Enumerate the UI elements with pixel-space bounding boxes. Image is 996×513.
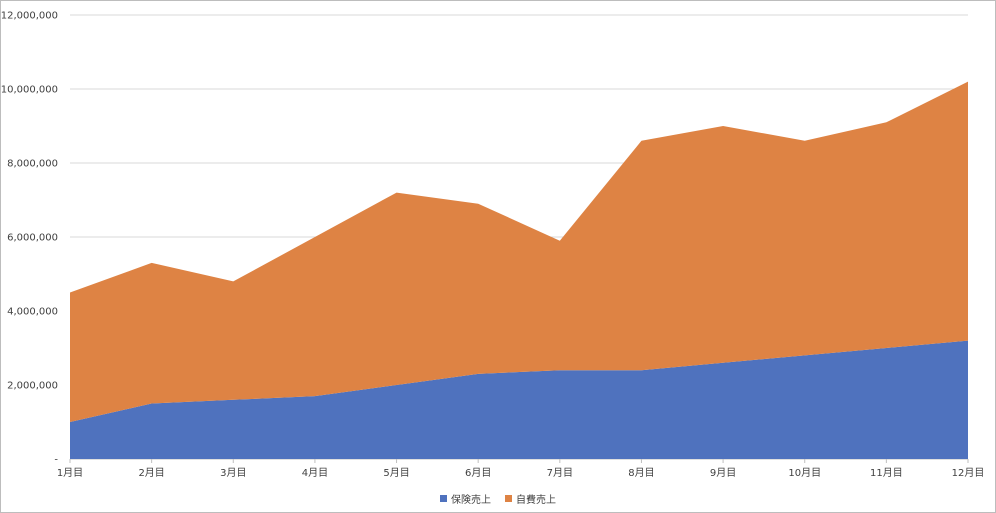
x-tick-label: 4月目	[302, 467, 328, 479]
y-tick-label: 2,000,000	[7, 381, 58, 392]
x-tick-label: 10月目	[788, 467, 821, 479]
x-tick-label: 11月目	[870, 467, 903, 479]
legend-item-insurance: 保険売上	[440, 491, 491, 506]
x-tick-label: 2月目	[138, 467, 164, 479]
legend-label-insurance: 保険売上	[451, 495, 491, 506]
x-axis-ticks: 1月目 2月目 3月目 4月目 5月目 6月目 7月目 8月目 9月目 10月目 11月目 12月目	[57, 459, 985, 479]
area-series-1	[70, 81, 968, 422]
y-tick-label: 12,000,000	[1, 11, 58, 22]
x-tick-label: 6月目	[465, 467, 491, 479]
y-tick-label: -	[54, 455, 58, 466]
legend-item-self-pay: 自費売上	[505, 491, 556, 506]
y-tick-label: 6,000,000	[7, 233, 58, 244]
y-tick-label: 10,000,000	[1, 85, 58, 96]
x-tick-label: 7月目	[547, 467, 573, 479]
x-tick-label: 5月目	[383, 467, 409, 479]
x-tick-label: 8月目	[628, 467, 654, 479]
series-areas	[70, 81, 968, 459]
x-tick-label: 9月目	[710, 467, 736, 479]
y-axis-ticks: - 2,000,000 4,000,000 6,000,000 8,000,000 10,…	[1, 11, 59, 466]
legend-swatch-insurance	[440, 495, 447, 502]
legend-swatch-self-pay	[505, 495, 512, 502]
y-tick-label: 8,000,000	[7, 159, 58, 170]
legend: 保険売上 自費売上	[0, 491, 996, 506]
x-tick-label: 3月目	[220, 467, 246, 479]
x-tick-label: 1月目	[57, 467, 83, 479]
area-series-0	[70, 340, 968, 459]
legend-label-self-pay: 自費売上	[516, 495, 556, 506]
x-tick-label: 12月目	[952, 467, 985, 479]
y-tick-label: 4,000,000	[7, 307, 58, 318]
